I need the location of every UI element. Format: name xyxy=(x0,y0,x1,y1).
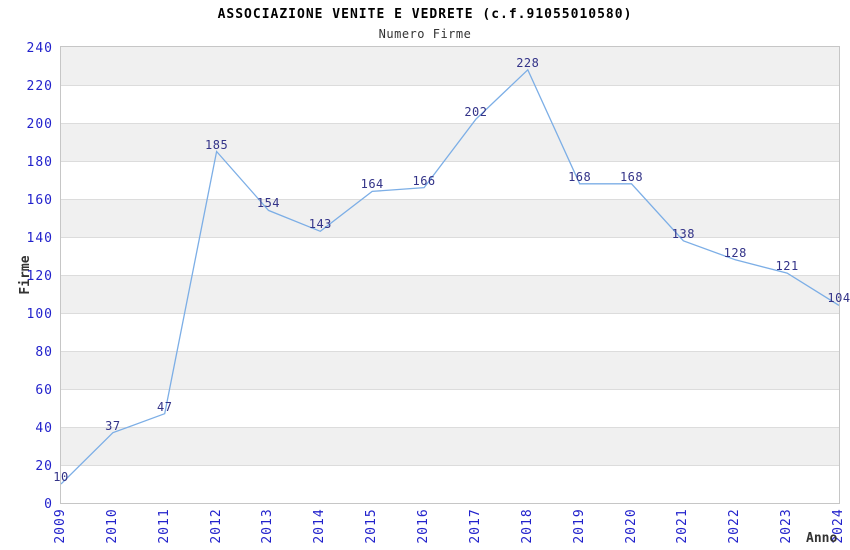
data-point-label: 104 xyxy=(827,291,850,306)
grid-band xyxy=(61,161,839,199)
data-point-label: 185 xyxy=(205,137,229,152)
data-point-label: 154 xyxy=(256,196,281,211)
data-point-label: 166 xyxy=(412,173,436,188)
chart-subtitle: Numero Firme xyxy=(378,27,472,41)
x-axis-tick-label: 2018 xyxy=(519,508,535,544)
data-point-label: 228 xyxy=(516,55,540,70)
data-point-label: 143 xyxy=(308,217,332,232)
gridline xyxy=(61,161,839,162)
grid-band xyxy=(61,313,839,351)
y-axis-tick-label: 40 xyxy=(35,421,53,436)
x-axis-tick-label: 2010 xyxy=(104,508,120,544)
data-point-label: 168 xyxy=(619,169,644,184)
gridline xyxy=(61,123,839,124)
y-axis-tick-label: 180 xyxy=(26,155,53,170)
y-axis-tick-label: 240 xyxy=(26,41,53,56)
gridline xyxy=(61,275,839,276)
y-axis-tick-label: 200 xyxy=(26,117,53,132)
grid-band xyxy=(61,47,839,85)
y-axis-tick-label: 80 xyxy=(35,345,53,360)
data-point-label: 37 xyxy=(105,418,121,433)
data-point-label: 10 xyxy=(53,470,69,484)
gridline xyxy=(61,389,839,390)
data-point-label: 138 xyxy=(671,226,695,241)
gridline xyxy=(61,85,839,86)
grid-band xyxy=(61,427,839,465)
grid-band xyxy=(61,237,839,275)
x-axis-tick-label: 2014 xyxy=(312,508,328,544)
y-axis-tick-label: 0 xyxy=(44,497,53,512)
chart-title: ASSOCIAZIONE VENITE E VEDRETE (c.f.91055… xyxy=(217,7,633,22)
x-axis-tick-label: 2012 xyxy=(208,508,224,544)
x-axis-tick-label: 2021 xyxy=(675,508,691,544)
grid-band xyxy=(61,123,839,161)
x-axis-title: Anno xyxy=(806,531,838,546)
y-axis-tick-label: 100 xyxy=(26,307,53,322)
gridline xyxy=(61,199,839,200)
y-axis-tick-label: 120 xyxy=(26,269,53,284)
data-point-label: 128 xyxy=(723,245,747,260)
plot-area xyxy=(60,46,840,504)
gridline xyxy=(61,351,839,352)
x-axis-tick-label: 2013 xyxy=(260,508,276,544)
x-axis-tick-label: 2022 xyxy=(727,508,743,544)
grid-band xyxy=(61,389,839,427)
grid-band xyxy=(61,465,839,503)
data-point-label: 164 xyxy=(360,177,384,192)
data-point-label: 47 xyxy=(156,399,173,414)
y-axis-tick-label: 140 xyxy=(26,231,53,246)
data-point-label: 121 xyxy=(775,259,799,274)
grid-band xyxy=(61,85,839,123)
y-axis-tick-label: 160 xyxy=(26,193,53,208)
x-axis-tick-label: 2016 xyxy=(416,508,432,544)
x-axis-tick-label: 2017 xyxy=(467,508,483,544)
grid-band xyxy=(61,199,839,237)
y-axis-tick-label: 20 xyxy=(35,459,53,474)
x-axis-tick-label: 2009 xyxy=(53,508,68,544)
y-axis-tick-label: 60 xyxy=(35,383,53,398)
gridline xyxy=(61,237,839,238)
grid-band xyxy=(61,351,839,389)
data-point-label: 202 xyxy=(464,105,488,120)
x-axis-tick-label: 2015 xyxy=(364,508,380,544)
x-axis-tick-label: 2020 xyxy=(623,508,639,544)
x-axis-tick-label: 2019 xyxy=(571,508,587,544)
gridline xyxy=(61,427,839,428)
x-axis-tick-label: 2023 xyxy=(779,508,795,544)
line-series xyxy=(61,68,839,485)
x-axis-tick-label: 2011 xyxy=(156,508,172,544)
y-axis-tick-label: 220 xyxy=(26,79,53,94)
gridline xyxy=(61,313,839,314)
data-point-label: 168 xyxy=(568,169,592,184)
gridline xyxy=(61,465,839,466)
series-line xyxy=(61,68,839,485)
